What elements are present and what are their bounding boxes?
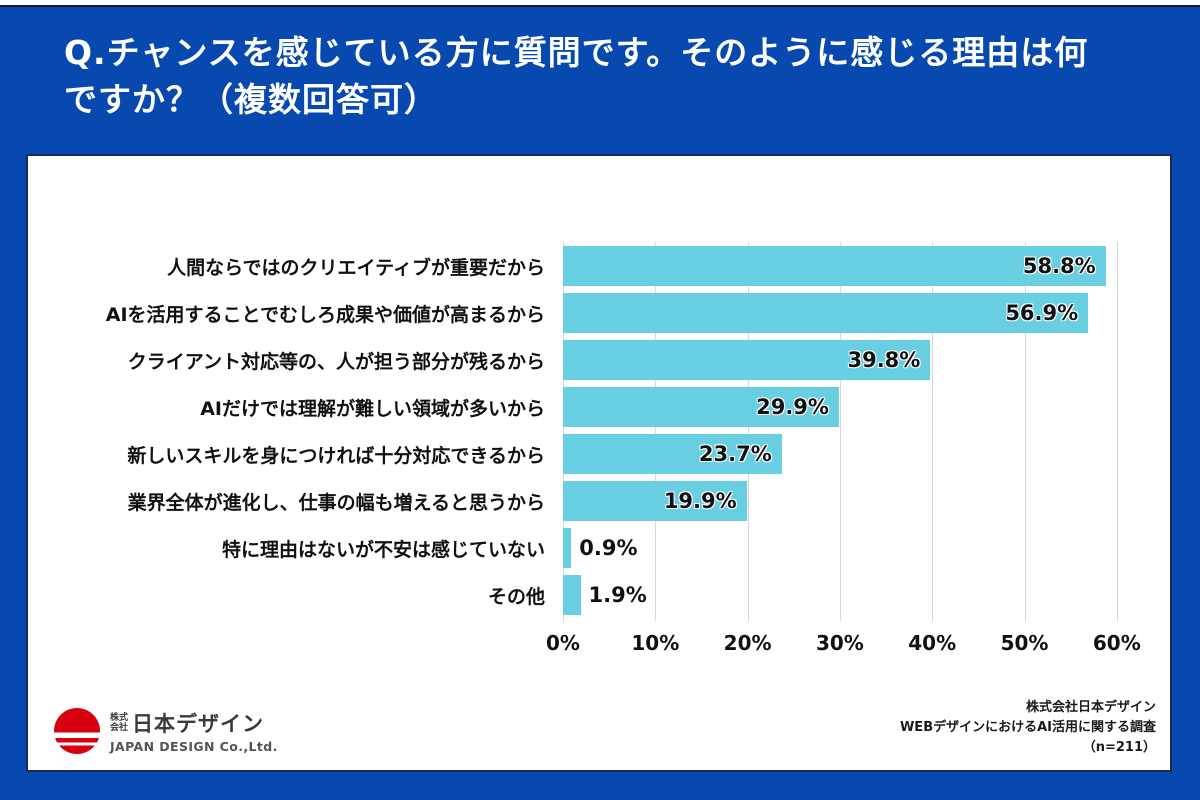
japan-design-logo-icon (54, 708, 100, 754)
category-label: その他 (487, 585, 545, 608)
question-title: Q.チャンスを感じている方に質問です。そのように感じる理由は何 ですか？（複数回… (64, 30, 1164, 124)
bar-row: その他 1.9% (28, 575, 1170, 615)
value-label: 19.9% (663, 489, 737, 513)
company-logo: 株式 会社 日本デザイン JAPAN DESIGN Co.,Ltd. (54, 708, 278, 754)
value-label: 56.9% (1005, 301, 1079, 325)
question-title-line2: ですか？（複数回答可） (64, 79, 438, 119)
bar (563, 340, 931, 380)
bar-row: 新しいスキルを身につければ十分対応できるから 23.7% (28, 434, 1170, 474)
bar (563, 387, 839, 427)
bar-cell: 0.9% (563, 528, 1163, 568)
value-label: 1.9% (588, 583, 647, 607)
bar-cell: 29.9% (563, 387, 1163, 427)
value-label: 58.8% (1022, 254, 1096, 278)
category-label: 新しいスキルを身につければ十分対応できるから (127, 444, 545, 467)
bar (563, 575, 581, 615)
bar-cell: 1.9% (563, 575, 1163, 615)
bar-cell: 58.8% (563, 246, 1163, 286)
x-axis-tick-20%: 20% (723, 631, 772, 655)
logo-company-name: 日本デザイン (132, 712, 265, 736)
category-label: 特に理由はないが不安は感じていない (221, 538, 545, 561)
value-label: 0.9% (579, 536, 638, 560)
logo-text: 株式 会社 日本デザイン JAPAN DESIGN Co.,Ltd. (110, 708, 278, 754)
chart-card: 人間ならではのクリエイティブが重要だから 58.8% AIを活用することでむしろ成果… (26, 154, 1172, 772)
bar-cell: 39.8% (563, 340, 1163, 380)
bar (563, 481, 747, 521)
category-label: 人間ならではのクリエイティブが重要だから (167, 256, 545, 279)
value-label: 29.9% (756, 395, 829, 419)
x-axis-tick-30%: 30% (815, 631, 864, 655)
x-axis: 0% 10% 20% 30% 40% 50% 60% (546, 625, 1163, 661)
bar-row: 特に理由はないが不安は感じていない 0.9% (28, 528, 1170, 568)
bar-rows: 人間ならではのクリエイティブが重要だから 58.8% AIを活用することでむしろ成果… (28, 242, 1170, 621)
bar-row: クライアント対応等の、人が担う部分が残るから 39.8% (28, 340, 1170, 380)
survey-source: 株式会社日本デザイン WEBデザインにおけるAI活用に関する調査 （n=211） (900, 698, 1156, 758)
bar (563, 528, 572, 568)
top-divider-line (0, 5, 1200, 7)
logo-company-name-en: JAPAN DESIGN Co.,Ltd. (110, 739, 278, 754)
source-sample-size: （n=211） (1082, 739, 1156, 755)
bar (563, 434, 782, 474)
category-label: AIを活用することでむしろ成果や価値が高まるから (105, 303, 545, 326)
bar-cell: 23.7% (563, 434, 1163, 474)
bar (563, 293, 1089, 333)
category-label: 業界全体が進化し、仕事の幅も増えると思うから (127, 491, 545, 514)
question-title-line1: Q.チャンスを感じている方に質問です。そのように感じる理由は何 (64, 33, 1089, 72)
value-label: 23.7% (698, 442, 772, 466)
source-company: 株式会社日本デザイン (1025, 699, 1156, 715)
value-label: 39.8% (847, 348, 921, 372)
bar-row: AIだけでは理解が難しい領域が多いから 29.9% (28, 387, 1170, 427)
x-axis-tick-60%: 60% (1092, 631, 1141, 655)
x-axis-tick-0%: 0% (546, 631, 580, 655)
bar-row: 人間ならではのクリエイティブが重要だから 58.8% (28, 246, 1170, 286)
logo-company-prefix: 株式 会社 (110, 712, 129, 733)
bar-row: AIを活用することでむしろ成果や価値が高まるから 56.9% (28, 293, 1170, 333)
bar-cell: 56.9% (563, 293, 1163, 333)
bar-chart: 人間ならではのクリエイティブが重要だから 58.8% AIを活用することでむしろ成果… (28, 242, 1170, 661)
source-survey-name: WEBデザインにおけるAI活用に関する調査 (899, 719, 1156, 735)
bar (563, 246, 1106, 286)
top-white-strip (0, 0, 1200, 5)
category-label: クライアント対応等の、人が担う部分が残るから (127, 350, 545, 373)
bar-row: 業界全体が進化し、仕事の幅も増えると思うから 19.9% (28, 481, 1170, 521)
category-label: AIだけでは理解が難しい領域が多いから (200, 397, 545, 420)
bar-cell: 19.9% (563, 481, 1163, 521)
x-axis-tick-40%: 40% (908, 631, 957, 655)
x-axis-tick-50%: 50% (1000, 631, 1049, 655)
x-axis-tick-10%: 10% (631, 631, 680, 655)
